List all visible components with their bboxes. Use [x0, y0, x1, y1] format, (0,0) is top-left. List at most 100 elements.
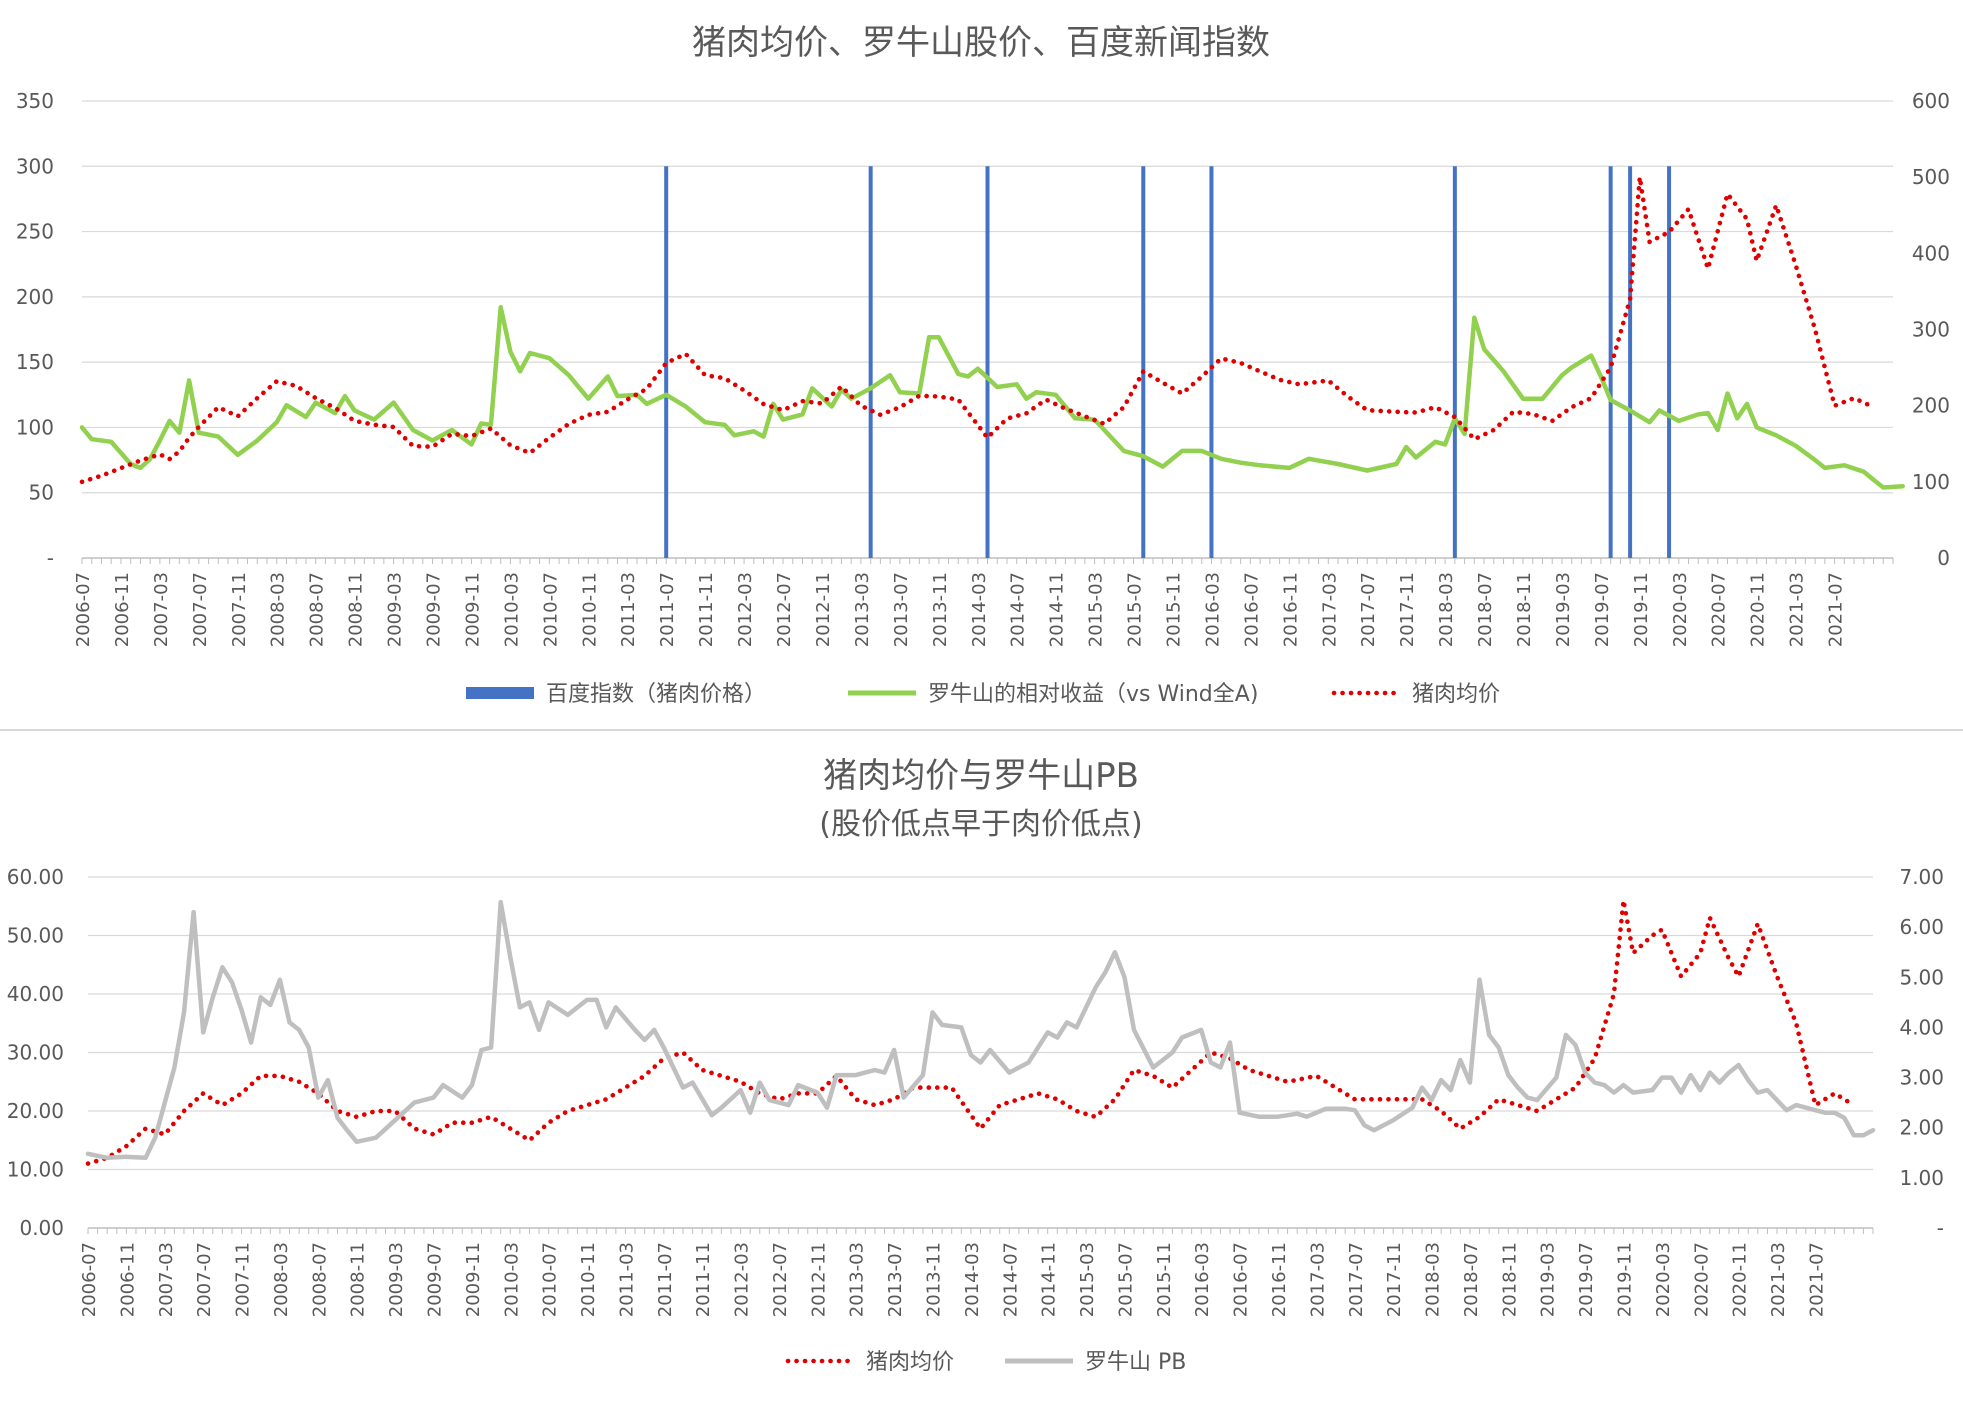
x-tick-label: 2015-11: [1154, 1242, 1175, 1317]
x-tick-label: 2020-03: [1653, 1242, 1674, 1317]
x-tick-label: 2021-03: [1768, 1242, 1789, 1317]
x-tick-label: 2010-03: [501, 572, 522, 647]
x-tick-label: 2021-03: [1787, 572, 1808, 647]
x-tick-label: 2015-07: [1115, 1242, 1136, 1317]
x-tick-label: 2020-03: [1670, 572, 1691, 647]
x-tick-label: 2007-07: [194, 1242, 215, 1317]
x-tick-label: 2012-03: [735, 572, 756, 647]
legend-label: 罗牛山 PB: [1085, 1350, 1186, 1375]
x-tick-label: 2007-11: [229, 572, 250, 647]
y-right-tick-label: 3.00: [1899, 1066, 1944, 1090]
x-tick-label: 2017-11: [1397, 572, 1418, 647]
pork-price-line: [79, 174, 1876, 485]
y-left-tick-label: 150: [16, 350, 54, 374]
x-tick-label: 2012-11: [808, 1242, 829, 1317]
y-right-tick-label: 4.00: [1899, 1015, 1944, 1039]
relative-return-line: [79, 305, 1905, 490]
x-tick-label: 2016-03: [1202, 572, 1223, 647]
x-tick-label: 2010-07: [540, 1242, 561, 1317]
x-tick-label: 2018-11: [1514, 572, 1535, 647]
chart-pork-price-stock-baidu: 猪肉均价、罗牛山股价、百度新闻指数 350 300 250 200 150 100 50 - 60…: [16, 23, 1950, 707]
x-tick-label: 2017-11: [1384, 1242, 1405, 1317]
x-tick-label: 2014-11: [1047, 572, 1068, 647]
x-tick-label: 2009-11: [462, 572, 483, 647]
y-right-tick-label: 100: [1912, 470, 1950, 494]
x-tick-label: 2017-03: [1307, 1242, 1328, 1317]
x-tick-label: 2020-11: [1730, 1242, 1751, 1317]
x-tick-label: 2011-11: [693, 1242, 714, 1317]
x-tick-label: 2018-03: [1423, 1242, 1444, 1317]
x-tick-label: 2009-03: [385, 572, 406, 647]
x-tick-label: 2019-11: [1631, 572, 1652, 647]
x-tick-label: 2016-07: [1231, 1242, 1252, 1317]
x-tick-label: 2006-07: [79, 1242, 100, 1317]
x-tick-label: 2008-11: [346, 572, 367, 647]
x-tick-label: 2015-03: [1086, 572, 1107, 647]
x-tick-label: 2006-11: [112, 572, 133, 647]
y-right-tick-label: 300: [1912, 318, 1950, 342]
x-tick-label: 2016-11: [1280, 572, 1301, 647]
y-left-tick-label: 200: [16, 285, 54, 309]
x-tick-label: 2014-07: [1008, 572, 1029, 647]
y-right-tick-label: 1.00: [1899, 1166, 1944, 1190]
x-tick-label: 2010-07: [540, 572, 561, 647]
y-left-tick-label: -: [47, 546, 54, 570]
x-tick-label: 2011-03: [618, 572, 639, 647]
x-tick-label: 2010-11: [579, 572, 600, 647]
x-tick-label: 2015-07: [1125, 572, 1146, 647]
y-left-tick-label: 10.00: [7, 1158, 64, 1182]
x-tick-label: 2019-03: [1553, 572, 1574, 647]
x-tick-label: 2008-07: [307, 572, 328, 647]
x-tick-label: 2013-11: [924, 1242, 945, 1317]
x-tick-label: 2012-11: [813, 572, 834, 647]
x-tick-label: 2017-07: [1346, 1242, 1367, 1317]
x-tick-label: 2014-11: [1039, 1242, 1060, 1317]
x-tick-label: 2013-07: [891, 572, 912, 647]
y-right-tick-label: 200: [1912, 394, 1950, 418]
legend-label: 罗牛山的相对收益（vs Wind全A): [928, 682, 1258, 707]
x-tick-label: 2013-03: [852, 572, 873, 647]
x-tick-label: 2006-07: [73, 572, 94, 647]
x-tick-label: 2009-03: [386, 1242, 407, 1317]
x-tick-label: 2016-07: [1241, 572, 1262, 647]
x-tick-label: 2007-03: [151, 572, 172, 647]
y-right-tick-label: 5.00: [1899, 965, 1944, 989]
x-tick-label: 2008-03: [271, 1242, 292, 1317]
x-tick-label: 2011-07: [657, 572, 678, 647]
y-right-tick-label: 400: [1912, 241, 1950, 265]
x-tick-label: 2009-07: [424, 1242, 445, 1317]
legend-label: 百度指数（猪肉价格）: [546, 682, 766, 707]
x-tick-label: 2007-03: [156, 1242, 177, 1317]
x-tick-label: 2010-03: [501, 1242, 522, 1317]
x-tick-label: 2013-11: [930, 572, 951, 647]
y-right-tick-label: 7.00: [1899, 865, 1944, 889]
y-right-tick-label: 6.00: [1899, 915, 1944, 939]
y-left-tick-label: 30.00: [7, 1041, 64, 1065]
x-tick-label: 2012-03: [732, 1242, 753, 1317]
x-tick-label: 2018-03: [1436, 572, 1457, 647]
x-tick-label: 2012-07: [774, 572, 795, 647]
x-tick-label: 2013-07: [885, 1242, 906, 1317]
x-tick-label: 2019-11: [1614, 1242, 1635, 1317]
y-left-tick-label: 20.00: [7, 1099, 64, 1123]
x-tick-label: 2017-07: [1358, 572, 1379, 647]
x-tick-label: 2008-03: [268, 572, 289, 647]
pb-line: [85, 899, 1876, 1161]
x-tick-label: 2013-03: [847, 1242, 868, 1317]
x-tick-label: 2015-03: [1077, 1242, 1098, 1317]
x-tick-label: 2009-11: [463, 1242, 484, 1317]
x-tick-label: 2006-11: [117, 1242, 138, 1317]
x-tick-label: 2018-07: [1461, 1242, 1482, 1317]
x-tick-label: 2011-07: [655, 1242, 676, 1317]
x-tick-label: 2011-11: [696, 572, 717, 647]
legend-swatch-baidu: [466, 687, 534, 699]
x-tick-label: 2014-07: [1000, 1242, 1021, 1317]
y-right-tick-label: 2.00: [1899, 1116, 1944, 1140]
x-tick-label: 2016-11: [1269, 1242, 1290, 1317]
y-left-tick-label: 50.00: [7, 924, 64, 948]
x-tick-label: 2007-07: [190, 572, 211, 647]
x-tick-label: 2014-03: [962, 1242, 983, 1317]
x-tick-label: 2021-07: [1806, 1242, 1827, 1317]
y-right-tick-label: 500: [1912, 165, 1950, 189]
y-left-tick-label: 0.00: [19, 1216, 64, 1240]
